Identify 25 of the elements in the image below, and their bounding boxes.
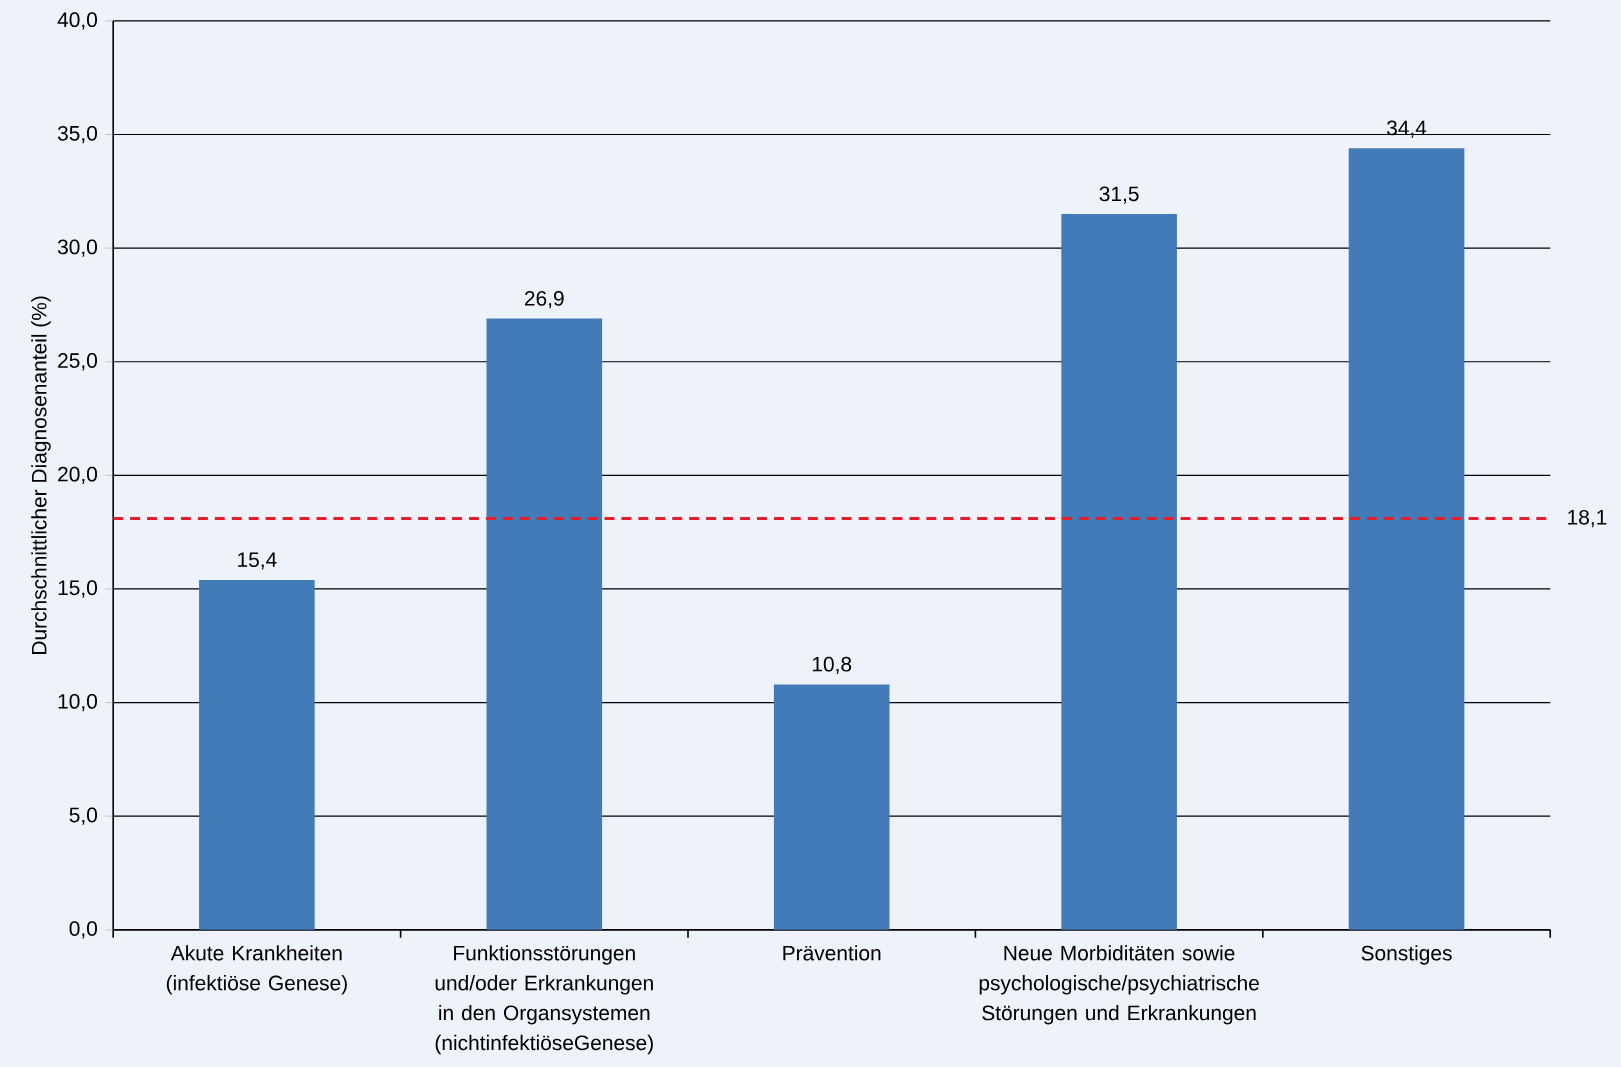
- bar: [486, 318, 603, 930]
- y-tick-label: 30,0: [57, 239, 97, 257]
- x-tick-label: Sonstiges: [1361, 945, 1452, 965]
- data-label: 26,9: [524, 290, 564, 309]
- bar: [1348, 148, 1465, 930]
- y-tick-label: 25,0: [58, 352, 97, 371]
- y-tick-label: 0,0: [69, 921, 98, 939]
- bar: [199, 579, 315, 930]
- x-tick-label: Prävention: [783, 945, 881, 961]
- data-label: 31,5: [1099, 186, 1139, 204]
- bar: [773, 684, 890, 930]
- y-tick-label: 20,0: [58, 466, 97, 484]
- x-tick-label: Neue Morbiditäten sowie psychologische/psychiatrische Störungen und Erkrankungen: [979, 945, 1259, 1025]
- x-tick-label: Funktionsstörungen und/oder Erkrankungen in den Organsystemen (nichtinfektiöseGenese): [435, 945, 653, 1055]
- y-tick-label: 15,0: [58, 580, 97, 598]
- data-label: 15,4: [238, 552, 277, 570]
- y-tick-label: 35,0: [57, 125, 97, 144]
- x-tick-label: Akute Krankheiten (infektiöse Genese): [166, 945, 347, 995]
- bar: [1061, 213, 1177, 930]
- y-axis-title: Durchschnittlicher Diagnosenanteil (%): [31, 296, 51, 654]
- y-tick-label: 5,0: [69, 807, 98, 825]
- ref-line-label: 18,1: [1568, 509, 1607, 528]
- y-tick-label: 10,0: [58, 693, 97, 712]
- y-tick-label: 40,0: [57, 12, 97, 30]
- data-label: 10,8: [812, 656, 852, 674]
